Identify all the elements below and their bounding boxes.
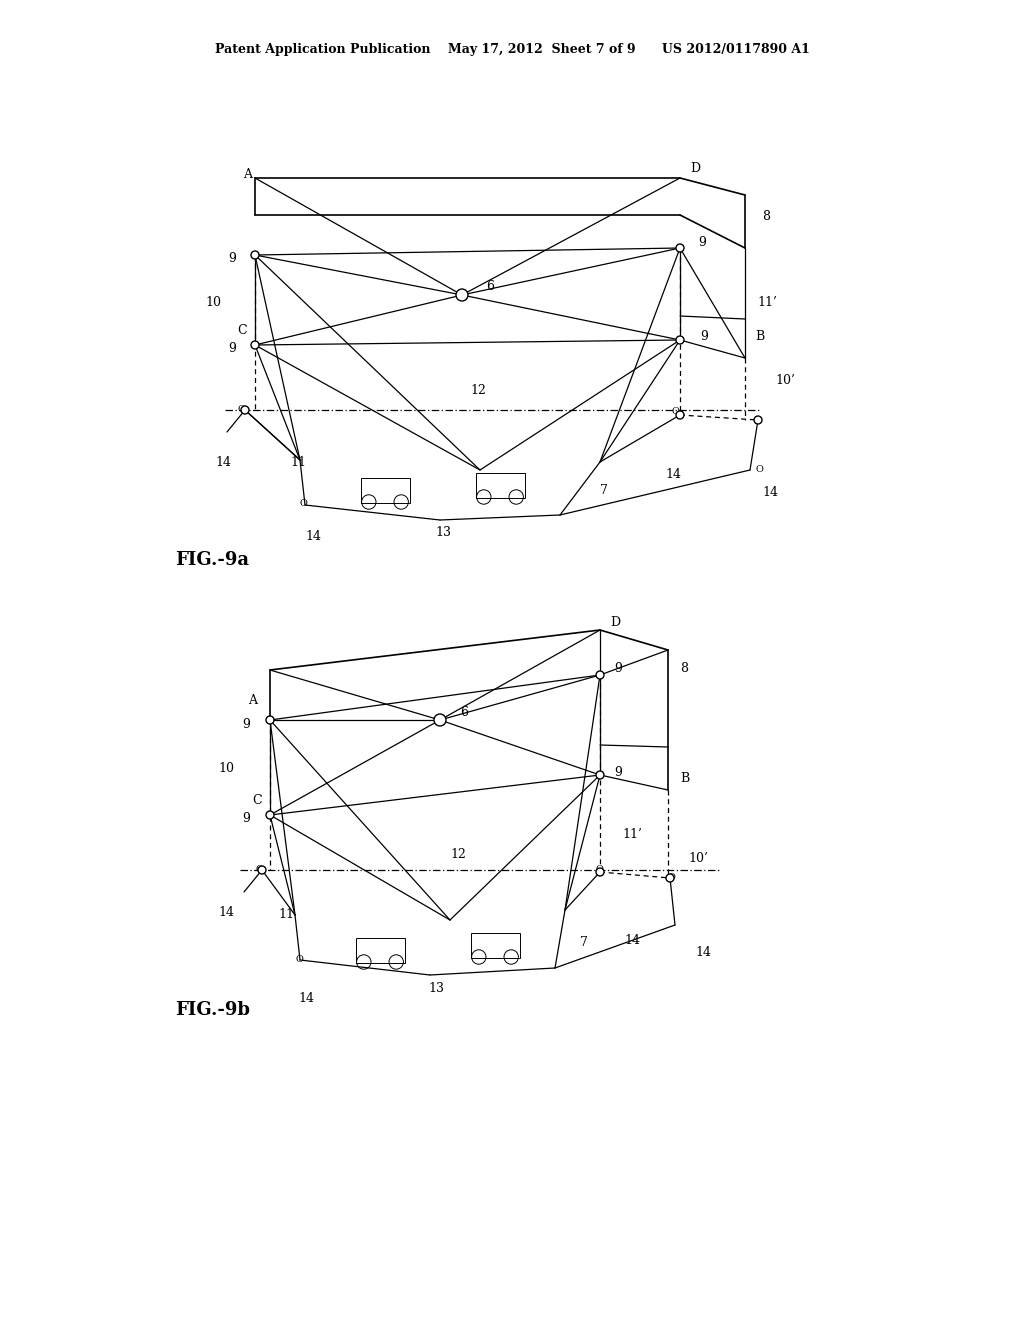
Text: 14: 14 <box>665 469 681 482</box>
Circle shape <box>434 714 446 726</box>
Circle shape <box>266 715 274 723</box>
Circle shape <box>258 866 266 874</box>
Text: 12: 12 <box>450 847 466 861</box>
Text: 14: 14 <box>695 945 711 958</box>
Text: 11: 11 <box>278 908 294 920</box>
Text: O: O <box>668 874 676 883</box>
Text: 6: 6 <box>486 281 494 293</box>
Text: 14: 14 <box>305 531 321 544</box>
Text: 11’: 11’ <box>622 828 642 841</box>
Circle shape <box>754 416 762 424</box>
Circle shape <box>676 337 684 345</box>
Circle shape <box>266 810 274 818</box>
Text: O: O <box>237 405 245 414</box>
Text: 7: 7 <box>600 483 608 496</box>
Text: 9: 9 <box>242 718 250 730</box>
Text: C: C <box>237 323 247 337</box>
Bar <box>361 478 410 503</box>
Text: A: A <box>243 169 252 181</box>
Text: 10’: 10’ <box>775 374 795 387</box>
Circle shape <box>596 869 604 876</box>
Bar <box>356 939 406 964</box>
Text: B: B <box>755 330 764 342</box>
Text: O: O <box>300 499 308 508</box>
Text: 7: 7 <box>580 936 588 949</box>
Circle shape <box>596 671 604 678</box>
Text: 9: 9 <box>242 812 250 825</box>
Text: 9: 9 <box>698 235 706 248</box>
Text: 13: 13 <box>428 982 444 994</box>
Text: FIG.-9b: FIG.-9b <box>175 1001 250 1019</box>
Text: D: D <box>690 161 700 174</box>
Text: 9: 9 <box>700 330 708 343</box>
Circle shape <box>596 771 604 779</box>
Circle shape <box>251 341 259 348</box>
Text: 9: 9 <box>614 766 622 779</box>
Text: FIG.-9a: FIG.-9a <box>175 550 249 569</box>
Text: O: O <box>255 866 263 874</box>
Text: 10’: 10’ <box>688 851 708 865</box>
Text: 10: 10 <box>205 296 221 309</box>
Text: 11’: 11’ <box>757 296 777 309</box>
Circle shape <box>666 874 674 882</box>
Circle shape <box>456 289 468 301</box>
Text: 6: 6 <box>460 705 468 718</box>
Text: O: O <box>295 956 303 965</box>
Text: 8: 8 <box>680 661 688 675</box>
Text: O: O <box>596 866 604 874</box>
Text: 10: 10 <box>218 762 234 775</box>
Text: Patent Application Publication    May 17, 2012  Sheet 7 of 9      US 2012/011789: Patent Application Publication May 17, 2… <box>215 44 809 57</box>
Circle shape <box>676 244 684 252</box>
Text: 14: 14 <box>298 991 314 1005</box>
Bar <box>471 933 520 958</box>
Text: 12: 12 <box>470 384 485 396</box>
Text: 14: 14 <box>218 906 234 919</box>
Text: A: A <box>248 693 257 706</box>
Text: O: O <box>755 466 763 474</box>
Bar <box>476 473 525 498</box>
Text: 9: 9 <box>228 342 236 355</box>
Text: 14: 14 <box>215 455 231 469</box>
Text: 9: 9 <box>228 252 236 264</box>
Text: O: O <box>672 408 680 417</box>
Text: 14: 14 <box>624 933 640 946</box>
Text: C: C <box>252 793 261 807</box>
Text: B: B <box>680 771 689 784</box>
Text: 14: 14 <box>762 486 778 499</box>
Text: 13: 13 <box>435 525 451 539</box>
Text: 8: 8 <box>762 210 770 223</box>
Circle shape <box>676 411 684 418</box>
Circle shape <box>251 251 259 259</box>
Text: D: D <box>610 615 621 628</box>
Circle shape <box>241 407 249 414</box>
Text: 11: 11 <box>290 455 306 469</box>
Text: 9: 9 <box>614 661 622 675</box>
